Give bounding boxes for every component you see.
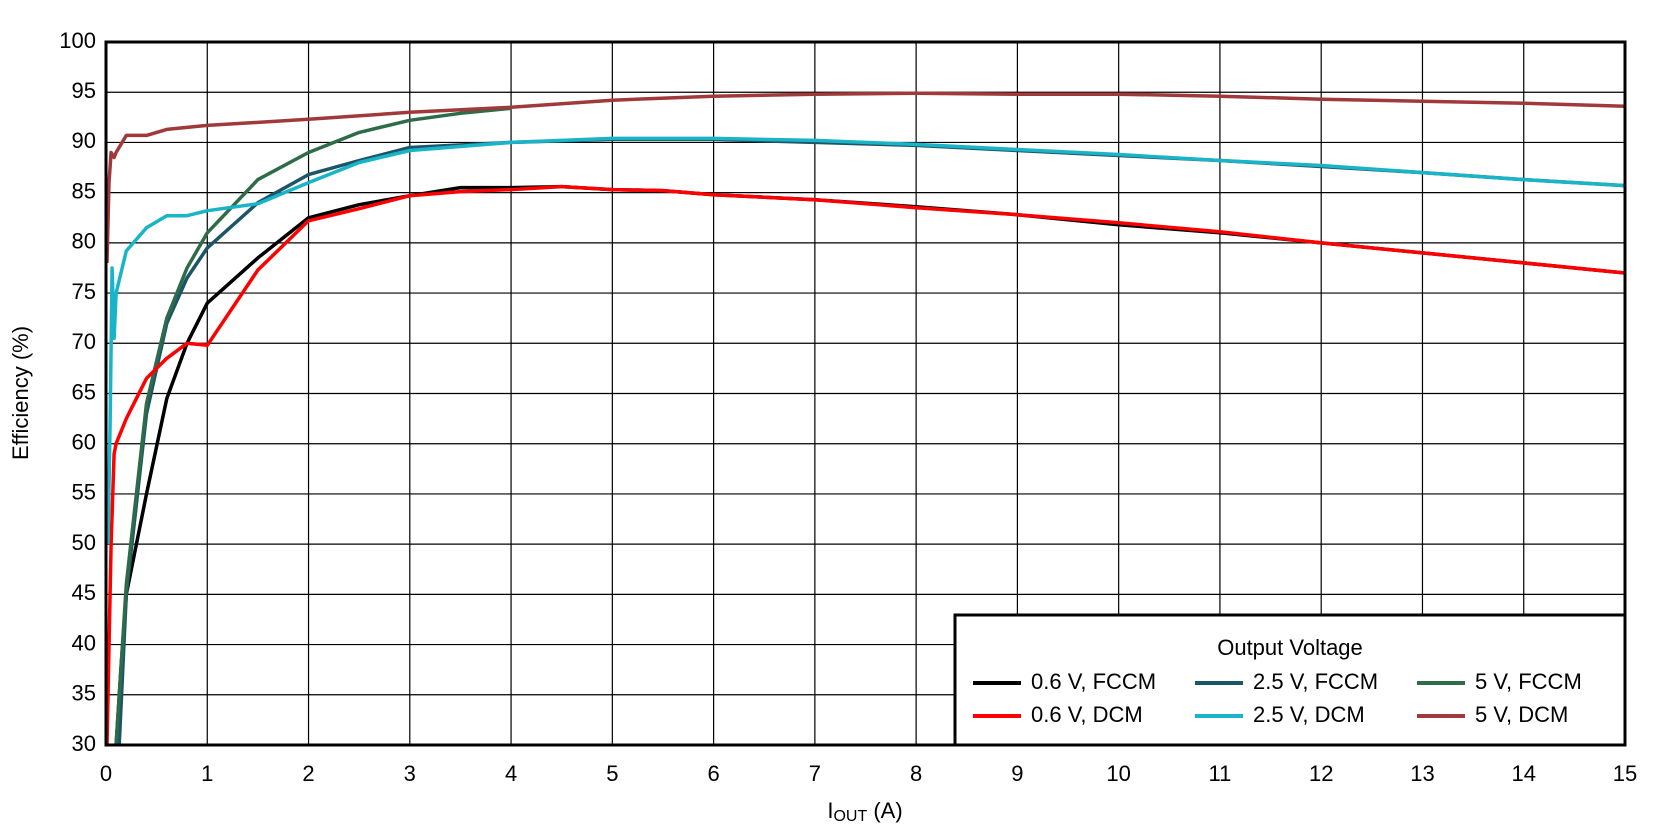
- x-axis-label-main: I: [827, 798, 833, 823]
- x-tick-label: 13: [1410, 761, 1434, 786]
- x-tick-label: 8: [910, 761, 922, 786]
- y-tick-label: 90: [72, 128, 96, 153]
- y-tick-label: 50: [72, 530, 96, 555]
- legend-label: 2.5 V, FCCM: [1253, 669, 1378, 694]
- y-tick-label: 100: [59, 28, 96, 53]
- x-axis-label-sub: OUT: [833, 808, 867, 825]
- x-tick-label: 11: [1209, 761, 1232, 786]
- y-tick-label: 55: [72, 480, 96, 505]
- y-tick-label: 70: [72, 329, 96, 354]
- y-tick-label: 60: [72, 430, 96, 455]
- x-tick-label: 10: [1106, 761, 1130, 786]
- y-tick-label: 40: [72, 630, 96, 655]
- y-tick-label: 95: [72, 78, 96, 103]
- y-tick-label: 30: [72, 731, 96, 756]
- x-tick-label: 5: [606, 761, 618, 786]
- legend-label: 5 V, FCCM: [1475, 669, 1582, 694]
- x-tick-label: 4: [505, 761, 517, 786]
- x-tick-label: 0: [100, 761, 112, 786]
- y-tick-label: 80: [72, 229, 96, 254]
- series-group: [106, 91, 1625, 745]
- x-tick-label: 1: [201, 761, 213, 786]
- series-line: [106, 91, 1625, 263]
- x-tick-label: 7: [809, 761, 821, 786]
- x-tick-label: 6: [707, 761, 719, 786]
- y-tick-label: 85: [72, 178, 96, 203]
- legend-label: 2.5 V, DCM: [1253, 702, 1365, 727]
- x-tick-label: 9: [1011, 761, 1023, 786]
- plot-frame: [104, 40, 1627, 747]
- y-axis-label: Efficiency (%): [8, 326, 33, 460]
- x-tick-label: 3: [404, 761, 416, 786]
- series-line: [106, 184, 1625, 745]
- y-tick-label: 65: [72, 379, 96, 404]
- legend-title: Output Voltage: [1217, 635, 1363, 660]
- series-line: [114, 106, 512, 745]
- x-tick-label: 12: [1309, 761, 1333, 786]
- y-tick-label: 75: [72, 279, 96, 304]
- x-tick-label: 15: [1613, 761, 1637, 786]
- y-tick-label: 35: [72, 681, 96, 706]
- x-axis-label-suffix: (A): [867, 798, 902, 823]
- series-line: [106, 136, 1625, 545]
- legend-box: [953, 613, 1627, 747]
- x-tick-label: 2: [302, 761, 314, 786]
- legend-label: 5 V, DCM: [1475, 702, 1568, 727]
- legend-label: 0.6 V, DCM: [1031, 702, 1143, 727]
- y-tick-label: 45: [72, 580, 96, 605]
- x-tick-label: 14: [1511, 761, 1535, 786]
- legend-label: 0.6 V, FCCM: [1031, 669, 1156, 694]
- x-axis-label: IOUT (A): [827, 798, 902, 825]
